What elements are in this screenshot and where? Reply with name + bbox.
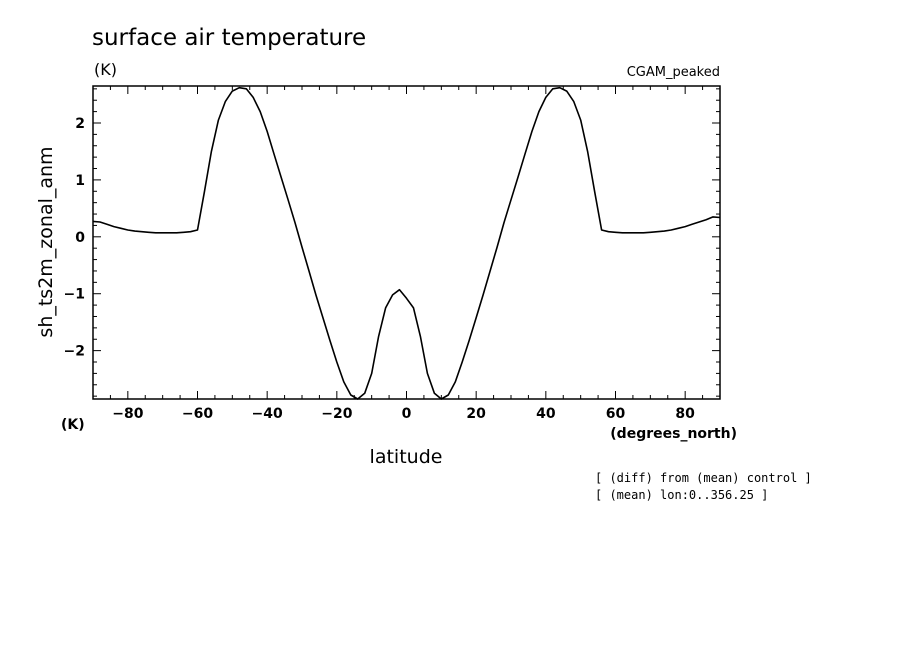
y-tick-label: −2 (64, 344, 85, 360)
x-tick-label: −60 (182, 406, 213, 422)
y-tick-label: 2 (75, 116, 85, 132)
series-line (92, 86, 721, 400)
y-unit-bottom-label: (K) (61, 417, 85, 433)
y-tick-label: −1 (64, 287, 85, 303)
x-tick-label: −80 (112, 406, 143, 422)
plot-frame (92, 85, 721, 400)
y-tick-label: 0 (75, 230, 85, 246)
x-tick-label: 60 (606, 406, 626, 422)
note-diff: [ (diff) from (mean) control ] (595, 471, 812, 485)
y-axis-label: sh_ts2m_zonal_anm (35, 146, 57, 337)
axis-ticks (92, 86, 721, 399)
x-axis-label: latitude (370, 446, 443, 468)
x-tick-label: −40 (252, 406, 283, 422)
chart-title: surface air temperature (92, 25, 366, 51)
x-tick-label: −20 (321, 406, 352, 422)
x-tick-label: 20 (466, 406, 486, 422)
y-unit-label: (K) (94, 60, 117, 79)
x-tick-label: 40 (536, 406, 556, 422)
note-mean: [ (mean) lon:0..356.25 ] (595, 488, 768, 502)
experiment-label: CGAM_peaked (627, 65, 720, 80)
tick-labels: −80 −60 −40 −20 0 20 40 60 80 −2 −1 0 1 2 (64, 116, 696, 422)
x-unit-label: (degrees_north) (610, 426, 737, 442)
y-tick-label: 1 (75, 173, 85, 189)
x-tick-label: 80 (675, 406, 695, 422)
x-tick-label: 0 (402, 406, 412, 422)
